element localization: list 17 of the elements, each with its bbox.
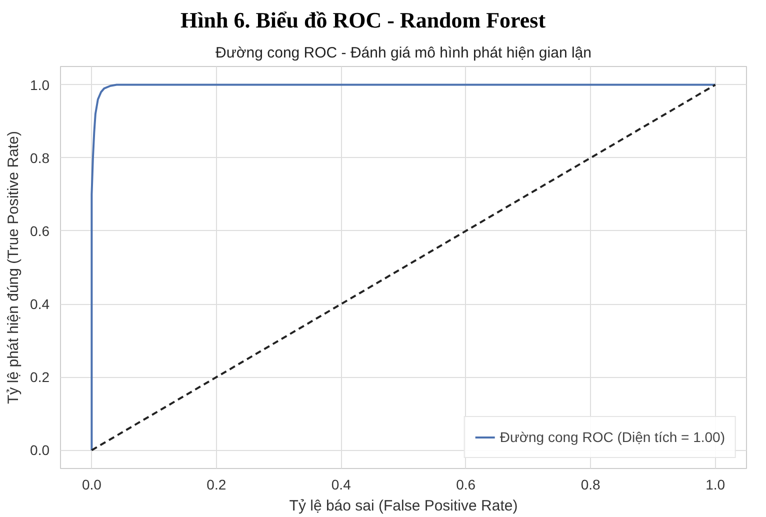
- legend-label: Đường cong ROC (Diện tích = 1.00): [500, 429, 725, 445]
- x-tick-label: 0.6: [456, 476, 476, 492]
- x-tick-label: 1.0: [706, 476, 726, 492]
- x-tick-label: 0.4: [331, 476, 352, 492]
- x-tick-label: 0.8: [580, 476, 601, 492]
- y-tick-label: 0.2: [30, 369, 50, 386]
- y-tick-label: 0.4: [30, 296, 50, 312]
- chart-subtitle: Đường cong ROC - Đánh giá mô hình phát hiện gian lận: [216, 44, 592, 62]
- x-tick-label: 0.2: [206, 476, 226, 492]
- y-tick-label: 0.8: [30, 150, 50, 166]
- x-axis-title: Tỷ lệ báo sai (False Positive Rate): [289, 498, 518, 514]
- chart-title: Hình 6. Biểu đồ ROC - Random Forest: [180, 8, 546, 32]
- y-tick-label: 0.6: [30, 222, 50, 239]
- y-tick-label: 1.0: [30, 76, 50, 93]
- y-tick-label: 0.0: [30, 442, 50, 458]
- y-axis-title: Tỷ lệ phát hiện đúng (True Positive Rate): [5, 131, 22, 404]
- x-tick-label: 0.0: [82, 476, 102, 492]
